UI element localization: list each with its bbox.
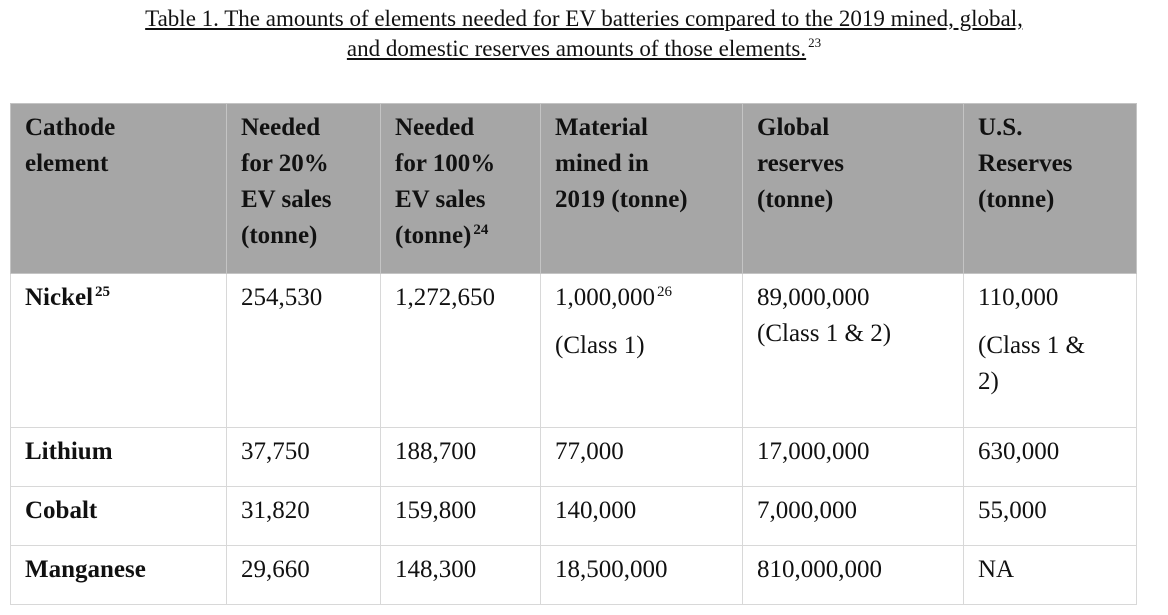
- header-global-reserves: Global reserves (tonne): [742, 103, 964, 274]
- cell-mined: 77,000: [540, 427, 743, 487]
- cell-us: NA: [963, 545, 1137, 605]
- table-row: Cobalt 31,820 159,800 140,000 7,000,000 55,00…: [10, 486, 1137, 546]
- footnote-24: 24: [473, 221, 489, 238]
- cell-global: 89,000,000 (Class 1 & 2): [742, 273, 964, 428]
- caption-footnote: 23: [808, 35, 822, 51]
- cell-us: 630,000: [963, 427, 1137, 487]
- header-us-reserves: U.S. Reserves (tonne): [963, 103, 1137, 274]
- cell-need20: 29,660: [226, 545, 381, 605]
- cell-need100: 148,300: [380, 545, 541, 605]
- cell-need20: 254,530: [226, 273, 381, 428]
- header-cathode-element: Cathode element: [10, 103, 227, 274]
- caption-line-1: Table 1. The amounts of elements needed …: [145, 6, 1023, 31]
- cell-global: 7,000,000: [742, 486, 964, 546]
- cell-need100: 1,272,650: [380, 273, 541, 428]
- header-mined-2019: Material mined in 2019 (tonne): [540, 103, 743, 274]
- cell-need20: 37,750: [226, 427, 381, 487]
- table-row: Manganese 29,660 148,300 18,500,000 810,000,…: [10, 545, 1137, 605]
- cell-us: 55,000: [963, 486, 1137, 546]
- cell-mined: 1,000,000 26 (Class 1): [540, 273, 743, 428]
- table-row-nickel: Nickel 25 254,530 1,272,650 1,000,000 26 (C…: [10, 273, 1137, 428]
- cell-element: Nickel 25: [10, 273, 227, 428]
- table-caption: Table 1. The amounts of elements needed …: [0, 4, 1168, 64]
- cell-global: 17,000,000: [742, 427, 964, 487]
- cell-element: Cobalt: [10, 486, 227, 546]
- cell-element: Manganese: [10, 545, 227, 605]
- footnote-26: 26: [657, 283, 672, 300]
- elements-table: Cathode element Needed for 20% EV sales (ton…: [10, 103, 1137, 605]
- cell-need20: 31,820: [226, 486, 381, 546]
- cell-element: Lithium: [10, 427, 227, 487]
- cell-global: 810,000,000: [742, 545, 964, 605]
- caption-line-2: and domestic reserves amounts of those e…: [346, 36, 807, 61]
- header-needed-100: Needed for 100% EV sales (tonne) 24: [380, 103, 541, 274]
- cell-mined: 140,000: [540, 486, 743, 546]
- footnote-25: 25: [95, 283, 111, 300]
- header-row: Cathode element Needed for 20% EV sales (ton…: [10, 103, 1137, 274]
- header-needed-20: Needed for 20% EV sales (tonne): [226, 103, 381, 274]
- cell-need100: 188,700: [380, 427, 541, 487]
- cell-need100: 159,800: [380, 486, 541, 546]
- cell-us: 110,000 (Class 1 & 2): [963, 273, 1137, 428]
- cell-mined: 18,500,000: [540, 545, 743, 605]
- table-row: Lithium 37,750 188,700 77,000 17,000,000 630,…: [10, 427, 1137, 487]
